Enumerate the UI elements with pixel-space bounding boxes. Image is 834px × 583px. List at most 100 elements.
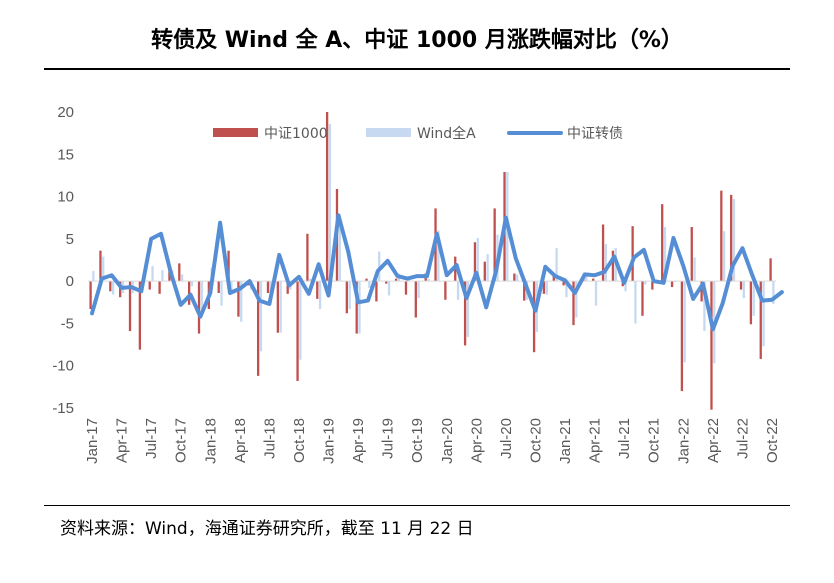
bar xyxy=(190,281,194,287)
bar xyxy=(92,270,95,282)
bar xyxy=(585,273,588,282)
bar xyxy=(259,281,263,352)
legend-swatch xyxy=(366,128,411,137)
bar xyxy=(276,281,279,333)
x-tick-label: Jul-19 xyxy=(380,418,397,459)
x-tick-label: Apr-17 xyxy=(114,418,131,463)
source-note: 资料来源：Wind，海通证券研究所，截至 11 月 22 日 xyxy=(60,519,474,539)
bar xyxy=(414,281,417,318)
bar xyxy=(661,204,664,282)
bar xyxy=(759,281,762,359)
bar xyxy=(306,233,309,282)
legend-label: 中证转债 xyxy=(567,126,623,142)
bar xyxy=(739,281,743,290)
bar xyxy=(456,281,460,300)
y-tick-label: -5 xyxy=(61,315,74,332)
bar xyxy=(641,281,644,316)
bar xyxy=(345,281,348,314)
y-tick-label: 10 xyxy=(57,189,74,206)
bar xyxy=(138,281,142,350)
bar xyxy=(151,265,154,282)
x-tick-label: Oct-20 xyxy=(527,418,544,463)
bar xyxy=(394,278,398,282)
bar xyxy=(404,281,408,295)
x-tick-label: Jan-22 xyxy=(675,418,692,464)
bar xyxy=(375,281,378,302)
bar xyxy=(604,243,608,282)
bar xyxy=(89,281,92,310)
bar xyxy=(670,281,674,288)
x-tick-label: Oct-18 xyxy=(291,418,308,463)
bar xyxy=(180,274,184,282)
bar xyxy=(385,281,388,284)
y-tick-label: -15 xyxy=(52,400,74,417)
bar xyxy=(256,281,260,376)
series-cb-index xyxy=(90,213,784,332)
x-tick-label: Apr-20 xyxy=(468,418,485,463)
bar xyxy=(316,281,319,299)
y-tick-label: 0 xyxy=(66,273,74,290)
title-rule xyxy=(44,68,790,70)
x-tick-label: Apr-22 xyxy=(705,418,722,463)
bar xyxy=(690,227,693,282)
bar xyxy=(427,278,430,282)
bar xyxy=(378,251,381,282)
bar xyxy=(703,281,706,332)
bar xyxy=(200,281,203,316)
x-tick-label: Apr-18 xyxy=(232,418,249,463)
bar xyxy=(279,281,282,333)
bar xyxy=(710,281,713,410)
bar xyxy=(483,261,486,282)
bar xyxy=(762,281,765,347)
bar xyxy=(299,281,302,360)
bar xyxy=(742,281,745,299)
bar xyxy=(663,227,667,282)
series-line xyxy=(90,213,784,332)
bar xyxy=(516,274,519,282)
bar xyxy=(237,281,240,317)
x-tick-label: Oct-21 xyxy=(646,418,663,463)
bar xyxy=(161,270,164,282)
legend-swatch xyxy=(213,128,258,137)
bar xyxy=(417,281,420,299)
bar xyxy=(572,281,575,326)
bar xyxy=(523,281,526,301)
x-tick-label: Apr-21 xyxy=(587,418,604,463)
bar xyxy=(749,281,753,325)
bar xyxy=(722,231,726,282)
x-tick-label: Oct-17 xyxy=(173,418,190,463)
x-axis: Jan-17 Apr-17 Jul-17 Oct-17 Jan-18 Apr-18 Jul-… xyxy=(84,418,781,464)
x-tick-label: Oct-22 xyxy=(764,418,781,463)
bar xyxy=(348,281,351,310)
bar xyxy=(111,281,115,295)
chart-area: -15 -10 -5 0 5 10 15 20 Jan-17 Apr-17 Jul-17 Oct-1… xyxy=(52,104,784,464)
bar xyxy=(562,281,565,286)
x-tick-label: Jan-20 xyxy=(439,418,456,464)
bar xyxy=(752,281,755,316)
bar xyxy=(700,281,703,302)
bar xyxy=(532,281,536,353)
legend-label: 中证1000 xyxy=(264,126,328,142)
x-tick-label: Jan-18 xyxy=(202,418,219,464)
bar xyxy=(693,257,696,282)
bar xyxy=(197,281,201,334)
bar xyxy=(565,281,568,298)
x-tick-label: Oct-19 xyxy=(409,418,426,463)
y-tick-label: 5 xyxy=(66,231,74,248)
bar xyxy=(594,281,598,306)
bar xyxy=(592,278,595,282)
bar xyxy=(286,281,289,294)
bar xyxy=(486,254,489,282)
y-axis: -15 -10 -5 0 5 10 15 20 xyxy=(52,104,74,417)
bar xyxy=(266,281,270,293)
bar xyxy=(325,112,329,282)
bar xyxy=(188,281,191,305)
x-tick-label: Jul-22 xyxy=(734,418,751,459)
bar xyxy=(296,281,299,381)
x-tick-label: Jan-21 xyxy=(557,418,574,464)
bar xyxy=(220,281,223,306)
bar xyxy=(644,281,647,285)
bar xyxy=(476,238,479,282)
x-tick-label: Jan-19 xyxy=(321,418,338,464)
bar xyxy=(555,248,558,282)
